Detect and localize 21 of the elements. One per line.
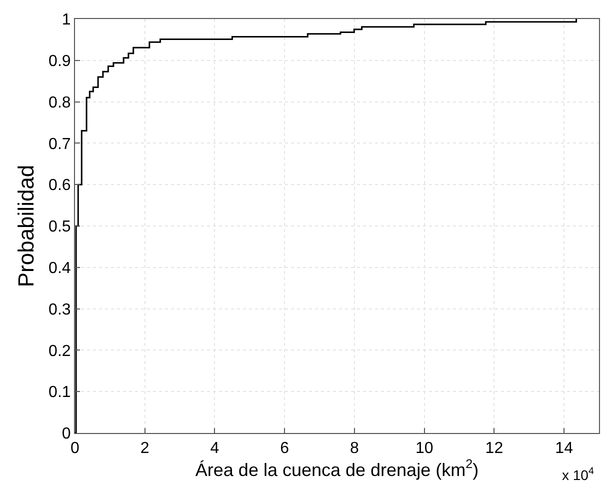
- x-tick-label: 12: [485, 440, 504, 458]
- x-tick-label: 6: [280, 440, 290, 458]
- y-tick-label: 1: [62, 12, 71, 29]
- y-tick-label: 0: [62, 426, 71, 443]
- y-tick-label: 0.1: [48, 384, 71, 402]
- x-tick-label: 2: [140, 440, 150, 458]
- y-tick-label: 0.7: [48, 136, 71, 153]
- y-tick-label: 0.2: [48, 342, 71, 360]
- y-tick-label: 0.5: [48, 218, 71, 236]
- x-tick-label: 10: [415, 440, 434, 458]
- x-axis-title: Área de la cuenca de drenaje (km$^{2}$): [195, 457, 479, 480]
- y-tick-label: 0.8: [48, 94, 71, 112]
- x-tick-label: 4: [210, 440, 220, 458]
- y-axis-title: Probabilidad: [13, 164, 38, 288]
- y-tick-label: 0.9: [48, 53, 71, 70]
- text: x 10$^{4}$: [562, 466, 594, 483]
- y-tick-label: 0.6: [48, 177, 71, 194]
- x-tick-label: 14: [555, 440, 574, 458]
- x-tick-label: 8: [350, 440, 360, 458]
- y-tick-label: 0.4: [48, 260, 71, 277]
- y-tick-label: 0.3: [48, 301, 71, 318]
